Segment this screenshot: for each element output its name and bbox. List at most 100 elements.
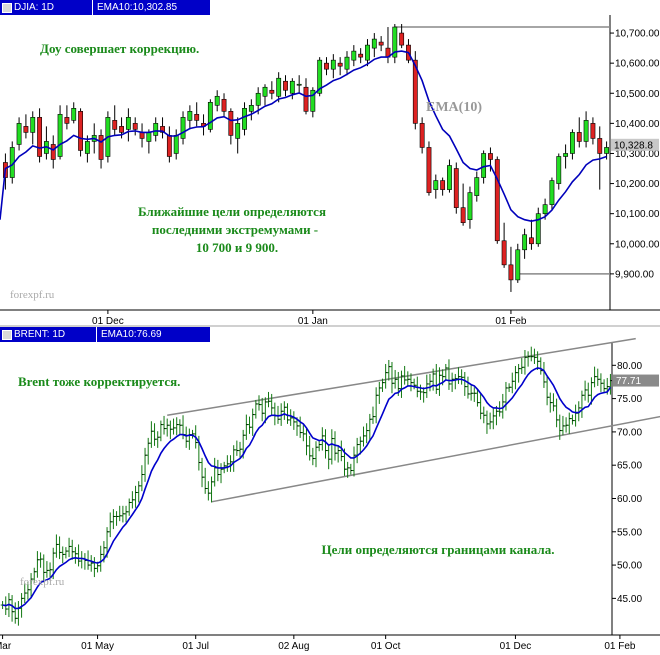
candle-body bbox=[529, 237, 534, 245]
candle-body bbox=[310, 89, 316, 112]
channel-lower-line bbox=[211, 415, 660, 503]
panel-menu-icon[interactable] bbox=[2, 3, 12, 13]
candle-body bbox=[37, 117, 42, 157]
candle-body bbox=[296, 83, 302, 86]
y-tick-label: 10,300.00 bbox=[615, 149, 660, 160]
candle-body bbox=[262, 86, 268, 97]
candle-body bbox=[30, 117, 36, 133]
candle-body bbox=[344, 56, 350, 70]
candle-body bbox=[119, 126, 124, 133]
candle-body bbox=[501, 240, 507, 266]
candle-body bbox=[283, 80, 288, 91]
candle-body bbox=[125, 117, 131, 130]
y-tick-label: 10,200.00 bbox=[615, 179, 660, 190]
candle-body bbox=[365, 44, 370, 61]
candle-body bbox=[522, 234, 528, 251]
y-tick-label: 10,500.00 bbox=[615, 89, 660, 100]
last-value-label: 10,328.8 bbox=[614, 140, 653, 151]
x-tick-label: 01 Dec bbox=[500, 641, 532, 652]
watermark: forexpf.ru bbox=[20, 576, 65, 588]
candle-body bbox=[570, 132, 575, 154]
candle-body bbox=[228, 111, 234, 136]
brent-symbol-label: BRENT: 1D bbox=[14, 329, 66, 340]
y-tick-label: 45.00 bbox=[617, 594, 642, 605]
candle-body bbox=[597, 138, 603, 154]
y-tick-label: 10,400.00 bbox=[615, 119, 660, 130]
candle-body bbox=[583, 120, 589, 142]
headline-annotation: Доу совершает коррекцию. bbox=[40, 41, 199, 56]
candle-body bbox=[57, 114, 63, 157]
candle-body bbox=[112, 120, 118, 130]
headline-annotation: Brent тоже корректируется. bbox=[18, 374, 180, 389]
djia-chart-canvas: 10,700.00 10,600.00 10,500.00 10,400.00 10,3… bbox=[0, 15, 660, 325]
targets-annotation-line: Ближайшие цели определяются bbox=[138, 204, 326, 219]
y-tick-label: 55.00 bbox=[617, 527, 642, 538]
ema-line bbox=[0, 50, 607, 223]
candle-body bbox=[440, 180, 446, 190]
y-tick-label: 10,600.00 bbox=[615, 59, 660, 70]
candle-body bbox=[242, 108, 247, 130]
y-tick-label: 10,100.00 bbox=[615, 209, 660, 220]
x-tick-label: 01 Oct bbox=[371, 641, 401, 652]
y-tick-label: 80.00 bbox=[617, 361, 642, 372]
candle-body bbox=[419, 123, 425, 148]
candle-body bbox=[276, 77, 282, 97]
candle-body bbox=[515, 249, 521, 281]
panel-menu-icon[interactable] bbox=[2, 330, 12, 340]
candle-body bbox=[16, 123, 22, 145]
plot-area bbox=[0, 15, 610, 310]
candle-body bbox=[358, 53, 364, 58]
candle-body bbox=[98, 135, 104, 160]
candle-body bbox=[494, 159, 500, 242]
djia-title-bar[interactable]: DJIA: 1D EMA10:10,302.85 bbox=[0, 0, 210, 15]
candle-body bbox=[207, 101, 213, 130]
candle-body bbox=[23, 126, 29, 133]
candle-body bbox=[78, 111, 83, 151]
candle-body bbox=[146, 132, 152, 142]
candle-body bbox=[371, 38, 377, 49]
candle-body bbox=[412, 59, 418, 124]
plot-area bbox=[0, 342, 612, 635]
candle-body bbox=[214, 95, 220, 106]
y-tick-label: 60.00 bbox=[617, 494, 642, 505]
candle-body bbox=[576, 132, 582, 142]
candle-body bbox=[433, 180, 439, 190]
y-tick-label: 75.00 bbox=[617, 394, 642, 405]
candle-body bbox=[563, 153, 569, 157]
y-tick-label: 70.00 bbox=[617, 427, 642, 438]
last-value-marker bbox=[613, 374, 659, 387]
candle-body bbox=[324, 62, 329, 70]
candle-body bbox=[50, 144, 56, 160]
panel-divider[interactable] bbox=[0, 325, 660, 327]
x-tick-label: 01 Feb bbox=[604, 641, 636, 652]
candle-body bbox=[351, 50, 357, 61]
candle-body bbox=[248, 105, 254, 112]
candle-body bbox=[590, 123, 596, 139]
candle-body bbox=[460, 207, 466, 224]
brent-ema-label: EMA10:76.69 bbox=[96, 327, 162, 342]
brent-title-bar[interactable]: BRENT: 1D EMA10:76.69 bbox=[0, 327, 210, 342]
candle-body bbox=[180, 117, 186, 139]
candle-body bbox=[289, 80, 295, 94]
candle-body bbox=[139, 132, 145, 139]
watermark: forexpf.ru bbox=[10, 289, 55, 301]
ema-name-annotation: EMA(10) bbox=[426, 100, 482, 115]
candle-body bbox=[481, 153, 487, 178]
y-tick-label: 50.00 bbox=[617, 561, 642, 572]
x-tick-label: 01 May bbox=[81, 641, 114, 652]
candle-body bbox=[255, 92, 261, 106]
y-tick-label: 10,700.00 bbox=[615, 29, 660, 40]
targets-annotation-line: 10 700 и 9 900. bbox=[196, 240, 278, 255]
brent-chart-canvas: 80.00 75.00 70.00 65.00 60.00 55.00 50.00 45.00… bbox=[0, 337, 660, 652]
candle-body bbox=[235, 123, 241, 139]
candle-body bbox=[71, 108, 77, 121]
candle-body bbox=[317, 59, 323, 94]
candle-body bbox=[187, 111, 193, 121]
y-tick-label: 65.00 bbox=[617, 461, 642, 472]
candle-body bbox=[173, 135, 179, 154]
candle-body bbox=[194, 114, 200, 121]
y-tick-label: 10,000.00 bbox=[615, 239, 660, 250]
candle-body bbox=[426, 147, 432, 193]
candle-body bbox=[160, 126, 165, 133]
ema-line bbox=[2, 367, 612, 610]
